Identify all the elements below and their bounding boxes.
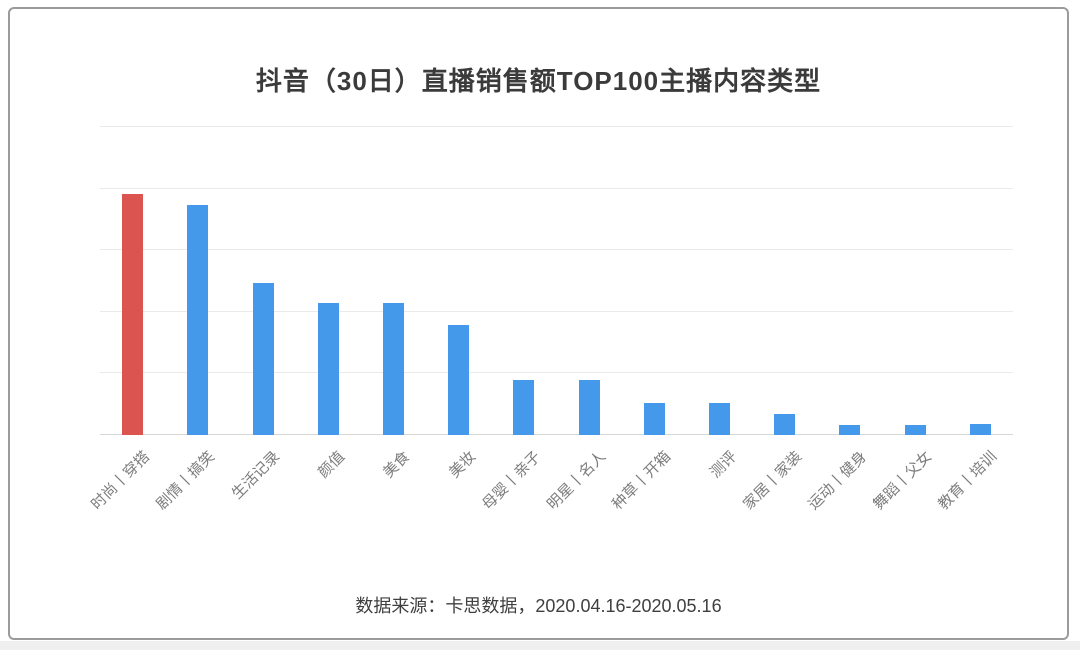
gridline	[100, 249, 1013, 251]
bar-3	[317, 303, 339, 435]
x-axis-label: 美妆	[445, 448, 479, 482]
bar-10	[774, 414, 796, 435]
source-note: 数据来源：卡思数据，2020.04.16-2020.05.16	[355, 596, 722, 616]
x-axis-label: 母婴丨亲子	[478, 448, 545, 514]
bar-11	[839, 425, 861, 435]
plot-area	[100, 126, 1013, 435]
x-axis-label: 生活记录	[228, 448, 284, 503]
x-axis-label: 美食	[380, 448, 414, 482]
bar-9	[709, 403, 731, 435]
bar-7	[578, 380, 600, 435]
x-axis-label: 测评	[706, 448, 740, 482]
bar-6	[513, 380, 535, 435]
bar-5	[448, 325, 470, 435]
gridline	[100, 187, 1013, 189]
chart-card: 抖音（30日）直播销售额TOP100主播内容类型 时尚丨穿搭 剧情丨搞笑 生活记录颜…	[8, 7, 1069, 640]
x-axis-line	[100, 434, 1013, 435]
x-axis-label: 剧情丨搞笑	[152, 448, 218, 514]
chart-title: 抖音（30日）直播销售额TOP100主播内容类型	[255, 66, 822, 96]
x-axis-label: 种草丨开箱	[609, 448, 675, 514]
bar-12	[904, 425, 926, 435]
x-axis-label: 颜值	[315, 448, 349, 482]
x-axis-label: 舞蹈丨父女	[870, 448, 936, 514]
gridline	[100, 126, 1013, 127]
bar-2	[252, 283, 274, 435]
x-axis-labels: 时尚丨穿搭 剧情丨搞笑 生活记录 颜值 美食 美妆 母婴丨亲子 明星丨名人 种草丨开箱 测评 家居丨…	[88, 446, 1013, 556]
bar-0	[122, 194, 144, 435]
bar-4	[382, 303, 404, 435]
x-axis-label: 明星丨名人	[544, 448, 610, 514]
x-axis-label: 家居丨家装	[739, 448, 805, 514]
x-axis-label: 运动丨健身	[805, 448, 871, 514]
x-axis-label: 教育丨培训	[935, 448, 1001, 514]
gridline	[100, 310, 1013, 312]
bar-1	[187, 205, 209, 435]
bottom-edge-strip	[0, 641, 1080, 650]
gridline	[100, 372, 1013, 374]
bar-8	[643, 403, 665, 435]
bar-13	[969, 424, 991, 435]
x-axis-label: 时尚丨穿搭	[87, 448, 153, 514]
